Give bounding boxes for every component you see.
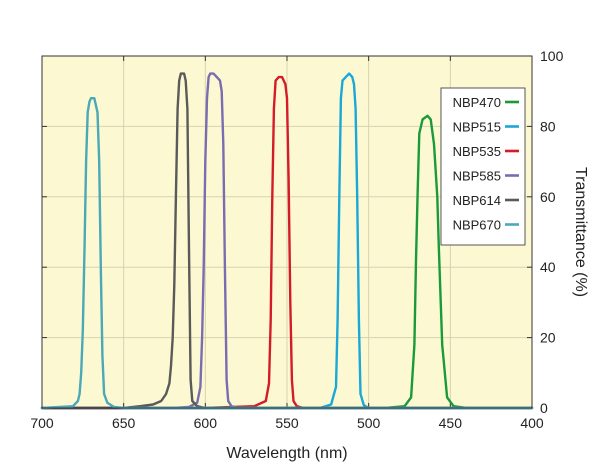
y-tick-labels: 0 20 40 60 80 100 xyxy=(540,48,564,416)
series-line-nbp470 xyxy=(40,114,534,410)
x-tick-label: 600 xyxy=(194,415,218,431)
y-tick-label: 20 xyxy=(540,330,556,346)
series-line-nbp515 xyxy=(40,72,534,410)
legend-box xyxy=(440,87,526,246)
legend-label: NBP585 xyxy=(453,169,501,184)
legend-label: NBP614 xyxy=(453,193,501,208)
series-line-nbp535 xyxy=(40,75,534,410)
y-axis-label: Transmittance (%) xyxy=(572,167,589,297)
series-line-nbp614 xyxy=(40,72,534,410)
x-axis-label: Wavelength (nm) xyxy=(226,445,347,462)
series-line-nbp670 xyxy=(40,97,534,410)
y-tick-label: 80 xyxy=(540,118,556,134)
legend-label: NBP470 xyxy=(453,95,501,110)
legend-label: NBP515 xyxy=(453,120,501,135)
x-tick-label: 700 xyxy=(30,415,54,431)
x-tick-label: 650 xyxy=(112,415,136,431)
series-group xyxy=(40,72,534,410)
series-line-nbp585 xyxy=(40,72,534,410)
x-tick-label: 500 xyxy=(357,415,381,431)
x-tick-label: 450 xyxy=(439,415,463,431)
legend-label: NBP670 xyxy=(453,218,501,233)
x-tick-label: 400 xyxy=(520,415,544,431)
x-tick-label: 550 xyxy=(275,415,299,431)
y-tick-label: 0 xyxy=(540,400,548,416)
plot-frame xyxy=(41,55,533,409)
y-tick-label: 100 xyxy=(540,48,564,64)
y-tick-label: 60 xyxy=(540,189,556,205)
legend: NBP470 NBP515 NBP535 NBP585 NBP614 NBP670 xyxy=(440,87,526,246)
x-tick-labels: 400 450 500 550 600 650 700 xyxy=(30,415,544,431)
y-tick-label: 40 xyxy=(540,259,556,275)
legend-label: NBP535 xyxy=(453,144,501,159)
